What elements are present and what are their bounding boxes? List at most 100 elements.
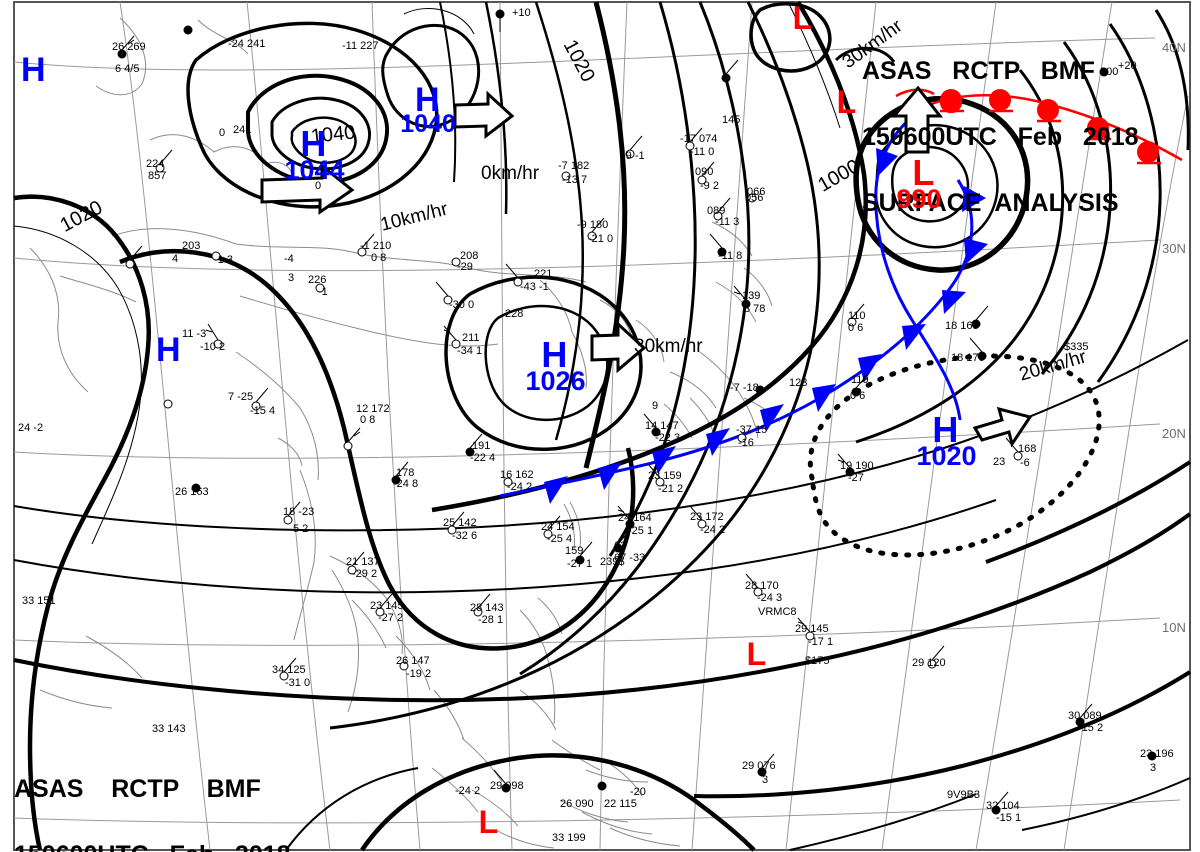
- pressure-value-h-2: 1044: [284, 155, 345, 185]
- station-text-2: $335: [1064, 341, 1089, 353]
- station-text-12: -11 227: [342, 40, 379, 52]
- station-text-43: 16 162: [500, 469, 534, 481]
- station-text-51: 33 151: [22, 595, 56, 607]
- station-text-69: -24 3: [757, 592, 783, 604]
- station-text-46: -25 4: [547, 533, 573, 545]
- station-text-3: $175: [805, 655, 830, 667]
- latitude-label-30n: 30N: [1162, 241, 1186, 256]
- station-text-125: 3: [288, 272, 295, 284]
- station-text-89: 23: [993, 456, 1006, 468]
- station-text-9: 224: [146, 158, 165, 170]
- station-text-13: 0: [219, 127, 226, 139]
- station-text-66: 63: [614, 540, 627, 552]
- station-text-94: 110: [848, 310, 866, 322]
- station-text-77: 29 076: [742, 760, 776, 772]
- station-text-117: -37 15: [736, 424, 768, 436]
- station-text-18: -29: [457, 261, 473, 273]
- station-text-82: -24 2: [455, 785, 481, 797]
- station-text-31: 12 172: [356, 403, 390, 415]
- station-text-104: 066: [747, 186, 766, 198]
- header-top-line3: SURFACE ANALYSIS: [862, 189, 1119, 217]
- warm-front: [895, 88, 1183, 165]
- station-text-68: 28 170: [745, 580, 779, 592]
- station-text-98: 123: [789, 377, 808, 389]
- station-text-26: -22 4: [470, 452, 496, 464]
- station-text-114: -11 8: [718, 250, 743, 262]
- station-text-60: -21 2: [658, 483, 684, 495]
- station-text-127: -1: [318, 286, 328, 298]
- station-text-17: 208: [460, 250, 479, 262]
- station-text-48: -28 1: [478, 614, 504, 626]
- header-bottom-line1: ASAS RCTP BMF: [14, 775, 261, 803]
- station-text-97: -7 -18: [730, 382, 759, 394]
- station-text-58: -25 1: [628, 525, 654, 537]
- dashed-analysis-boundary: [807, 353, 1102, 558]
- station-text-123: 203: [182, 240, 201, 252]
- station-text-23: 211: [462, 332, 480, 344]
- pressure-center-l-8: L: [836, 83, 857, 120]
- cold-front: [499, 102, 988, 504]
- station-text-78: 3: [762, 774, 769, 786]
- pressure-center-l-6: L: [912, 151, 935, 193]
- station-text-121: 9: [652, 400, 659, 412]
- station-text-1: 9V9B3: [947, 789, 981, 801]
- header-bottom: ASAS RCTP BMF 150600UTC Feb 2018 SURFACE…: [14, 738, 291, 852]
- station-text-6: 200: [1100, 66, 1119, 78]
- pressure-value-l-6: 990: [896, 184, 942, 214]
- station-text-70: 29 145: [795, 623, 829, 635]
- latitude-label-20n: 20N: [1162, 426, 1186, 441]
- station-text-33: 24 -2: [18, 422, 44, 434]
- station-text-108: -21 0: [588, 233, 614, 245]
- station-text-129: 0: [315, 180, 322, 192]
- station-text-119: 14 147: [645, 420, 679, 432]
- station-text-42: -32 6: [452, 530, 478, 542]
- station-text-100: -17 074: [680, 133, 718, 145]
- station-text-62: -24 2: [700, 524, 726, 536]
- station-text-110: -13 7: [562, 174, 588, 186]
- station-text-44: -24 2: [507, 481, 533, 493]
- pressure-value-h-3: 1040: [400, 110, 456, 138]
- header-top-line2: 150600UTC Feb 2018: [862, 123, 1139, 151]
- pressure-center-l-9: L: [746, 635, 767, 672]
- station-text-45: 24 154: [541, 521, 575, 533]
- station-text-57: 24 164: [618, 512, 652, 524]
- station-text-0: VRMC8: [758, 606, 797, 618]
- station-text-59: 23 159: [648, 470, 682, 482]
- pressure-value-h-5: 1020: [916, 441, 977, 471]
- station-text-38: 5 2: [293, 523, 309, 535]
- station-text-122: -1 3: [214, 254, 233, 266]
- station-text-55: -19 2: [406, 668, 432, 680]
- station-text-105: 089: [707, 205, 726, 217]
- pressure-center-h-5: H: [932, 408, 959, 450]
- pressure-center-h-4: H: [541, 333, 568, 375]
- station-text-81: 29 098: [490, 780, 524, 792]
- station-text-86: -20: [630, 786, 646, 798]
- station-text-124: 4: [172, 253, 179, 265]
- station-text-115: 139: [742, 290, 761, 302]
- station-text-95: 0 6: [848, 322, 864, 334]
- station-text-83: 26 090: [560, 798, 594, 810]
- station-text-74: -15 2: [1078, 722, 1104, 734]
- latitude-label-10n: 10N: [1162, 620, 1186, 635]
- station-text-109: -7 182: [558, 160, 590, 172]
- station-text-101: -11 0: [690, 146, 715, 158]
- station-text-84: 33 199: [552, 832, 586, 844]
- station-text-40: -29 2: [352, 568, 378, 580]
- station-text-111: -9 -1: [622, 150, 645, 162]
- station-text-71: -17 1: [808, 636, 834, 648]
- header-bottom-line2: 150600UTC Feb 2018: [14, 840, 291, 852]
- station-text-8: 6 4/5: [115, 63, 140, 75]
- station-text-91: -6: [1020, 457, 1030, 469]
- station-text-63: 159: [565, 545, 584, 557]
- station-text-96: 110: [851, 374, 869, 386]
- header-top: ASAS RCTP BMF 150600UTC Feb 2018 SURFACE…: [862, 20, 1139, 254]
- station-text-11: -24 241: [228, 38, 266, 50]
- coastlines: [29, 17, 781, 849]
- movement-label-1: 0km/hr: [481, 163, 540, 184]
- station-text-79: 32 104: [986, 800, 1020, 812]
- station-text-39: 21 137: [346, 556, 380, 568]
- station-text-126: 226: [308, 274, 327, 286]
- station-text-54: 26 147: [396, 655, 430, 667]
- station-text-27: 178: [396, 467, 415, 479]
- station-text-47: 28 143: [470, 602, 504, 614]
